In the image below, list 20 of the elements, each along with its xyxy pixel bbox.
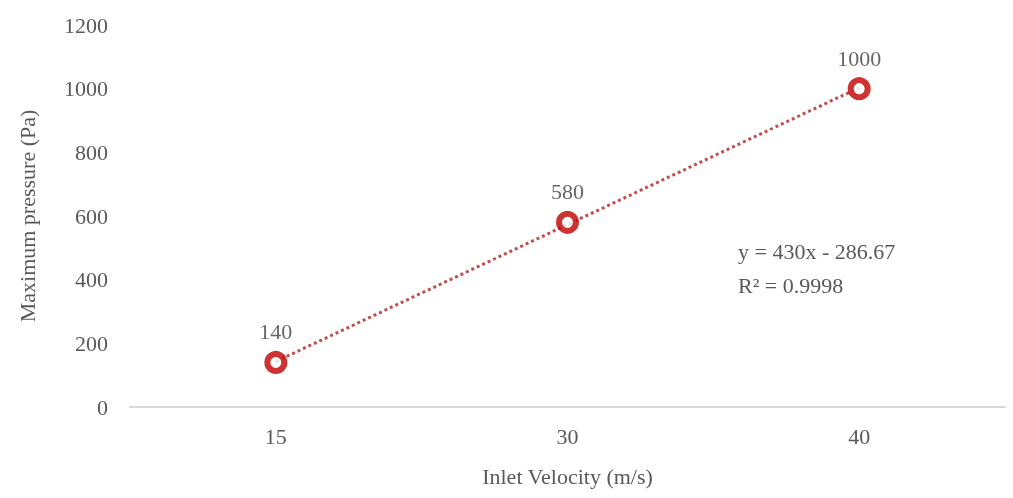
y-axis-title: Maximum pressure (Pa) bbox=[14, 109, 40, 323]
y-tick-label: 800 bbox=[75, 139, 108, 165]
y-tick-label: 200 bbox=[75, 330, 108, 356]
y-tick-label: 400 bbox=[75, 267, 108, 293]
x-axis-title: Inlet Velocity (m/s) bbox=[482, 463, 653, 489]
point bbox=[556, 210, 579, 234]
data-label: 140 bbox=[259, 319, 293, 345]
x-tick-label: 40 bbox=[848, 423, 871, 449]
x-tick-label: 15 bbox=[264, 423, 287, 449]
point bbox=[264, 350, 288, 374]
x-tick-label: 30 bbox=[556, 423, 579, 449]
annotation: y = 430x - 286.67 bbox=[738, 238, 896, 264]
y-tick-label: 1200 bbox=[64, 12, 108, 38]
y-tick-label: 0 bbox=[97, 394, 108, 420]
data-label: 1000 bbox=[837, 45, 882, 71]
data-label: 580 bbox=[551, 179, 584, 205]
point bbox=[847, 77, 871, 101]
annotation: R² = 0.9998 bbox=[737, 272, 844, 298]
y-tick-label: 600 bbox=[75, 203, 108, 229]
y-tick-label: 1000 bbox=[64, 76, 108, 102]
